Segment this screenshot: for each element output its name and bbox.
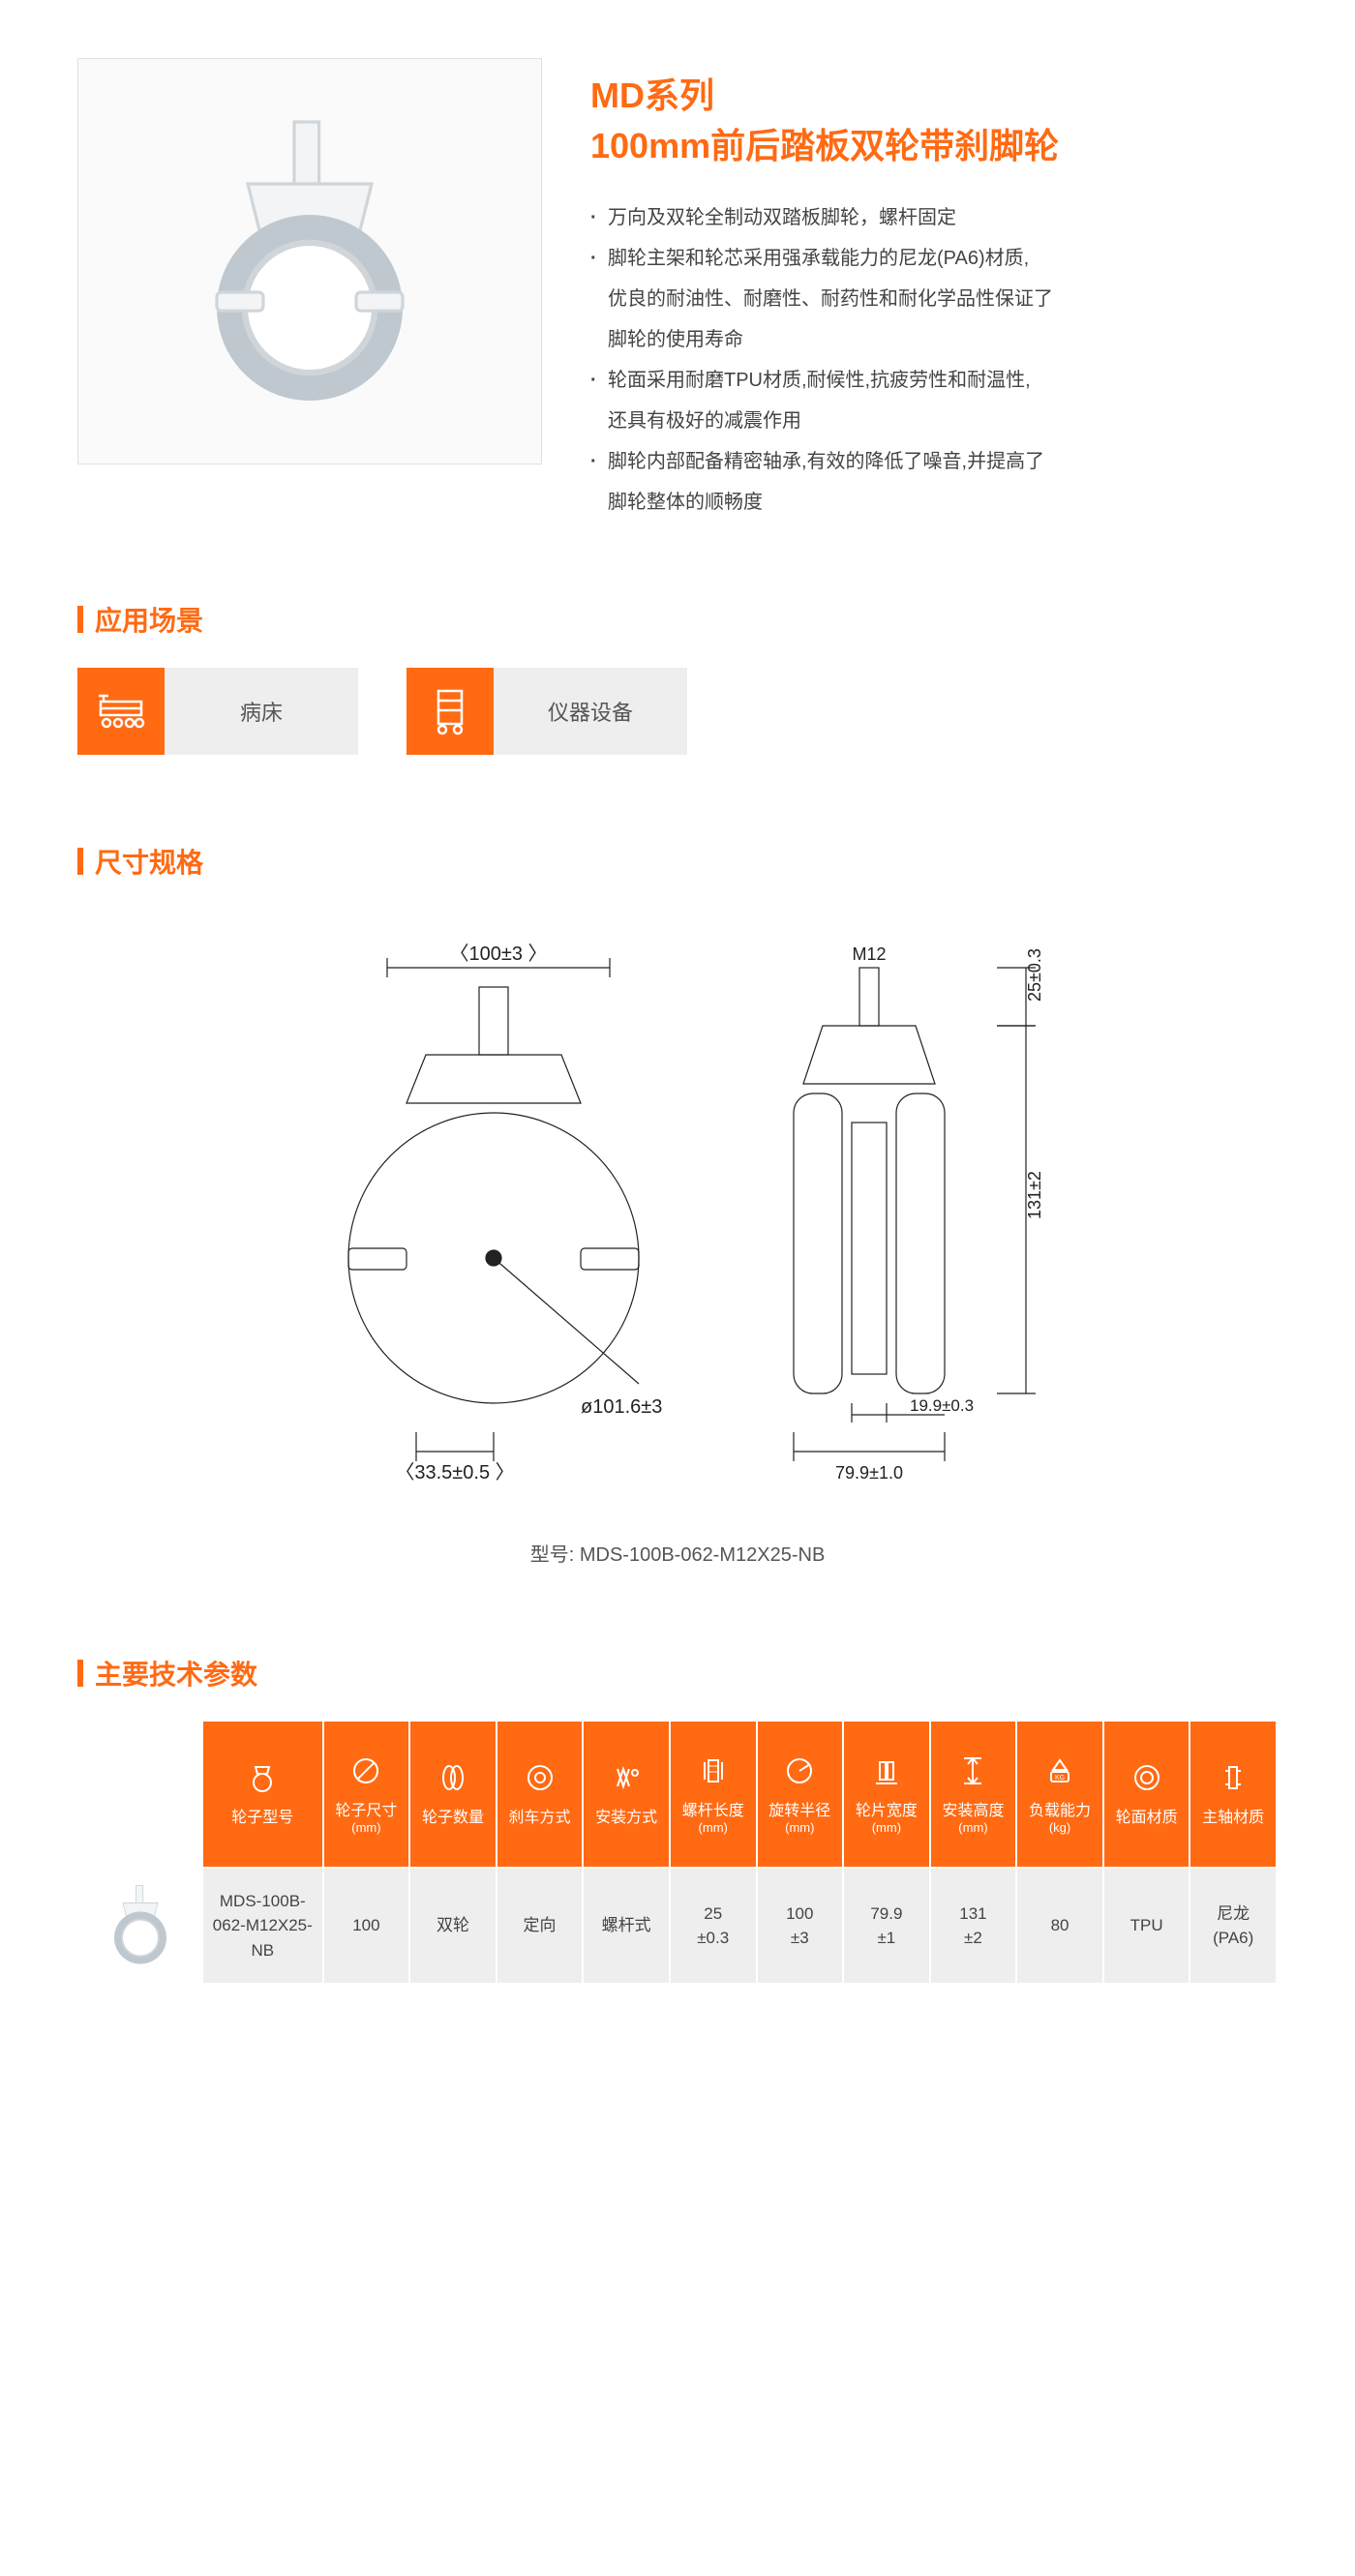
spec-column: 旋转半径(mm)100±3: [758, 1722, 845, 1983]
equipment-icon: [406, 668, 494, 755]
spec-header: 轮子型号: [203, 1722, 322, 1867]
width-icon: [870, 1754, 903, 1787]
dimension-drawing: 〈100±3 〉 ø101.6±3 〈33.5±0.5 〉 M12 25±0.3: [194, 910, 1161, 1510]
dim-top-width: 〈100±3 〉: [449, 944, 547, 965]
feature-item: 万向及双轮全制动双踏板脚轮，螺杆固定: [590, 197, 1278, 238]
dim-thread-h: 25±0.3: [1025, 948, 1044, 1002]
spec-cell: 100: [324, 1867, 409, 1983]
shaft-icon: [1217, 1761, 1250, 1794]
dim-diameter: ø101.6±3: [581, 1396, 662, 1418]
feature-list: 万向及双轮全制动双踏板脚轮，螺杆固定 脚轮主架和轮芯采用强承载能力的尼龙(PA6…: [590, 197, 1278, 523]
spec-header: 轮子尺寸(mm): [324, 1722, 409, 1867]
spec-cell: 尼龙(PA6): [1190, 1867, 1276, 1983]
spec-table: 轮子型号MDS-100B-062-M12X25-NB轮子尺寸(mm)100轮子数…: [203, 1722, 1278, 1983]
bed-icon: [77, 668, 165, 755]
spec-cell: 79.9±1: [844, 1867, 929, 1983]
spec-header: 安装方式: [584, 1722, 669, 1867]
spec-column: 轮子尺寸(mm)100: [324, 1722, 411, 1983]
load-icon: KG: [1043, 1754, 1076, 1787]
spec-cell: MDS-100B-062-M12X25-NB: [203, 1867, 322, 1983]
dim-thread: M12: [852, 944, 886, 964]
spec-column: 主轴材质尼龙(PA6): [1190, 1722, 1278, 1983]
hero-section: MD系列 100mm前后踏板双轮带刹脚轮 万向及双轮全制动双踏板脚轮，螺杆固定 …: [77, 58, 1278, 523]
dim-outer-w: 79.9±1.0: [835, 1463, 903, 1483]
spec-header: 安装高度(mm): [931, 1722, 1016, 1867]
spec-cell: 双轮: [410, 1867, 496, 1983]
height-icon: [956, 1754, 989, 1787]
applications-row: 病床 仪器设备: [77, 668, 1278, 755]
spec-header: 轮面材质: [1104, 1722, 1189, 1867]
radius-icon: [783, 1754, 816, 1787]
product-image: [77, 58, 542, 464]
hero-text: MD系列 100mm前后踏板双轮带刹脚轮 万向及双轮全制动双踏板脚轮，螺杆固定 …: [590, 58, 1278, 523]
spec-cell: 100±3: [758, 1867, 843, 1983]
app-label: 病床: [165, 668, 358, 755]
spec-column: 刹车方式定向: [497, 1722, 585, 1983]
feature-sub: 优良的耐油性、耐磨性、耐药性和耐化学品性保证了: [590, 279, 1278, 319]
app-label: 仪器设备: [494, 668, 687, 755]
spec-header: 轮片宽度(mm): [844, 1722, 929, 1867]
dim-inner-w: 19.9±0.3: [910, 1396, 974, 1415]
model-label: 型号: MDS-100B-062-M12X25-NB: [77, 1539, 1278, 1567]
brake-icon: [524, 1761, 557, 1794]
model-number: MDS-100B-062-M12X25-NB: [580, 1544, 825, 1566]
spec-column: 螺杆长度(mm)25±0.3: [671, 1722, 758, 1983]
spec-header: 旋转半径(mm): [758, 1722, 843, 1867]
title-series: MD系列: [590, 68, 1278, 118]
spec-column: 轮子数量双轮: [410, 1722, 497, 1983]
section-title-dims: 尺寸规格: [77, 842, 1278, 881]
caster-icon: [246, 1761, 279, 1794]
spec-cell: 131±2: [931, 1867, 1016, 1983]
feature-item: 脚轮内部配备精密轴承,有效的降低了噪音,并提高了: [590, 441, 1278, 482]
spec-header: KG负载能力(kg): [1017, 1722, 1102, 1867]
feature-sub: 脚轮的使用寿命: [590, 319, 1278, 360]
screw-icon: [697, 1754, 730, 1787]
section-title-specs: 主要技术参数: [77, 1654, 1278, 1692]
spec-header: 螺杆长度(mm): [671, 1722, 756, 1867]
spec-cell: 25±0.3: [671, 1867, 756, 1983]
app-card-equipment: 仪器设备: [406, 668, 687, 755]
spec-header: 刹车方式: [497, 1722, 583, 1867]
spec-cell: 80: [1017, 1867, 1102, 1983]
title-name: 100mm前后踏板双轮带刹脚轮: [590, 118, 1278, 168]
feature-item: 脚轮主架和轮芯采用强承载能力的尼龙(PA6)材质,: [590, 238, 1278, 279]
feature-item: 轮面采用耐磨TPU材质,耐候性,抗疲劳性和耐温性,: [590, 360, 1278, 401]
dim-height: 131±2: [1025, 1171, 1044, 1219]
spec-thumb: [77, 1867, 203, 1983]
dim-offset: 〈33.5±0.5 〉: [395, 1462, 514, 1483]
surface-icon: [1130, 1761, 1163, 1794]
spec-header: 轮子数量: [410, 1722, 496, 1867]
dimension-wrap: 〈100±3 〉 ø101.6±3 〈33.5±0.5 〉 M12 25±0.3: [77, 910, 1278, 1567]
spec-column: 安装方式螺杆式: [584, 1722, 671, 1983]
spec-cell: 定向: [497, 1867, 583, 1983]
spec-row: 轮子型号MDS-100B-062-M12X25-NB轮子尺寸(mm)100轮子数…: [77, 1722, 1278, 1983]
app-card-bed: 病床: [77, 668, 358, 755]
svg-text:KG: KG: [1055, 1775, 1065, 1782]
diameter-icon: [349, 1754, 382, 1787]
spec-cell: 螺杆式: [584, 1867, 669, 1983]
spec-cell: TPU: [1104, 1867, 1189, 1983]
feature-sub: 还具有极好的减震作用: [590, 401, 1278, 441]
feature-sub: 脚轮整体的顺畅度: [590, 482, 1278, 523]
quantity-icon: [437, 1761, 469, 1794]
mount-icon: [610, 1761, 643, 1794]
spec-column: 轮子型号MDS-100B-062-M12X25-NB: [203, 1722, 324, 1983]
spec-column: KG负载能力(kg)80: [1017, 1722, 1104, 1983]
caster-illustration: [155, 106, 465, 416]
spec-column: 轮片宽度(mm)79.9±1: [844, 1722, 931, 1983]
spec-column: 轮面材质TPU: [1104, 1722, 1191, 1983]
model-prefix: 型号:: [530, 1544, 575, 1566]
section-title-apps: 应用场景: [77, 600, 1278, 639]
spec-header: 主轴材质: [1190, 1722, 1276, 1867]
spec-column: 安装高度(mm)131±2: [931, 1722, 1018, 1983]
